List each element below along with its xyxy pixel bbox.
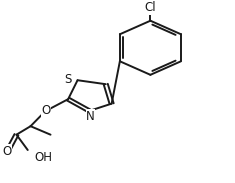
Text: O: O [41,104,51,117]
Text: O: O [2,145,12,158]
Text: S: S [64,73,72,86]
Text: N: N [86,110,95,123]
Text: OH: OH [35,152,53,165]
Text: Cl: Cl [145,1,156,14]
